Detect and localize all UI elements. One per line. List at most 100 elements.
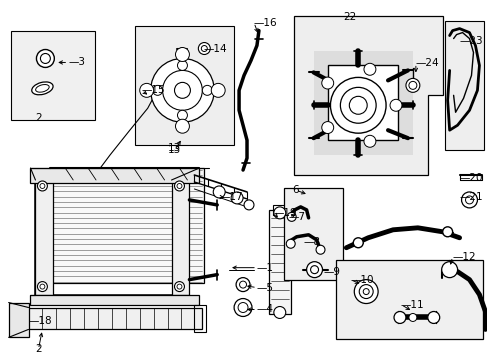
Circle shape: [466, 196, 473, 204]
Polygon shape: [294, 15, 442, 175]
Circle shape: [174, 82, 191, 98]
Bar: [273, 205, 287, 215]
Ellipse shape: [32, 82, 53, 95]
Bar: [9, 302, 28, 337]
Text: —14: —14: [203, 44, 227, 54]
Circle shape: [174, 282, 184, 292]
Circle shape: [406, 78, 420, 92]
Bar: [30, 168, 199, 183]
Circle shape: [441, 262, 458, 278]
Circle shape: [462, 192, 477, 208]
Text: —10: —10: [350, 275, 374, 285]
Circle shape: [175, 48, 190, 62]
Bar: [328, 66, 398, 140]
Text: —8: —8: [304, 237, 320, 247]
Circle shape: [177, 284, 182, 289]
Text: —16: —16: [254, 18, 278, 28]
Text: —1: —1: [257, 263, 274, 273]
Circle shape: [174, 181, 184, 191]
Text: 13: 13: [168, 143, 181, 153]
Text: —3: —3: [68, 58, 85, 67]
Circle shape: [213, 186, 225, 198]
Circle shape: [274, 306, 286, 319]
Circle shape: [234, 298, 252, 316]
Circle shape: [409, 314, 417, 321]
Circle shape: [40, 184, 45, 189]
Bar: [269, 210, 291, 315]
Circle shape: [211, 84, 225, 97]
Circle shape: [359, 285, 373, 298]
Text: —19: —19: [274, 208, 297, 218]
Circle shape: [202, 85, 212, 95]
Text: —9: —9: [323, 267, 341, 276]
Circle shape: [201, 45, 207, 51]
Circle shape: [364, 63, 376, 75]
Bar: [35, 180, 190, 294]
Circle shape: [40, 284, 45, 289]
Circle shape: [428, 311, 440, 323]
Circle shape: [177, 110, 187, 120]
Text: —18: —18: [28, 316, 52, 327]
Circle shape: [163, 71, 202, 110]
Circle shape: [364, 135, 376, 147]
Bar: [30, 294, 199, 305]
Text: —4: —4: [257, 305, 274, 315]
Circle shape: [153, 85, 163, 95]
Bar: [337, 260, 484, 339]
Bar: [11, 31, 95, 120]
Text: —21: —21: [460, 192, 483, 202]
Text: —5: —5: [257, 283, 274, 293]
Circle shape: [341, 87, 376, 123]
Bar: [444, 21, 485, 150]
Bar: [284, 188, 343, 280]
Bar: [50, 168, 204, 283]
Circle shape: [349, 96, 367, 114]
Circle shape: [311, 266, 319, 274]
Circle shape: [354, 280, 378, 303]
Circle shape: [37, 282, 48, 292]
Bar: [35, 180, 53, 294]
Circle shape: [353, 238, 363, 248]
Text: 22: 22: [343, 12, 357, 22]
Circle shape: [198, 42, 210, 54]
Circle shape: [177, 184, 182, 189]
Circle shape: [363, 289, 369, 294]
Circle shape: [36, 50, 54, 67]
Circle shape: [322, 77, 334, 89]
Bar: [19, 307, 202, 329]
Circle shape: [409, 81, 417, 89]
Circle shape: [244, 200, 254, 210]
Circle shape: [40, 54, 50, 63]
Text: 13: 13: [168, 145, 181, 155]
Circle shape: [175, 119, 190, 133]
Circle shape: [390, 99, 402, 111]
Circle shape: [274, 207, 286, 219]
Text: —11: —11: [401, 300, 425, 310]
Text: 6: 6: [293, 185, 299, 195]
Circle shape: [37, 181, 48, 191]
Text: 2: 2: [35, 113, 42, 123]
Circle shape: [236, 278, 250, 292]
Text: 2: 2: [35, 345, 42, 354]
Bar: [195, 305, 206, 332]
Bar: [314, 50, 413, 155]
Circle shape: [238, 302, 248, 312]
Circle shape: [394, 311, 406, 323]
Text: —24: —24: [416, 58, 440, 68]
Ellipse shape: [36, 85, 49, 92]
Circle shape: [177, 60, 187, 71]
Circle shape: [240, 281, 246, 288]
Text: —23: —23: [460, 36, 483, 46]
Circle shape: [231, 192, 243, 204]
Circle shape: [286, 239, 295, 248]
Circle shape: [322, 122, 334, 134]
Circle shape: [316, 245, 325, 254]
Bar: [172, 180, 190, 294]
Text: —20: —20: [460, 173, 483, 183]
Text: —7: —7: [289, 212, 306, 222]
Text: —15: —15: [142, 85, 165, 95]
Circle shape: [287, 212, 296, 221]
Circle shape: [442, 227, 453, 237]
Circle shape: [330, 77, 386, 133]
Circle shape: [140, 84, 154, 97]
